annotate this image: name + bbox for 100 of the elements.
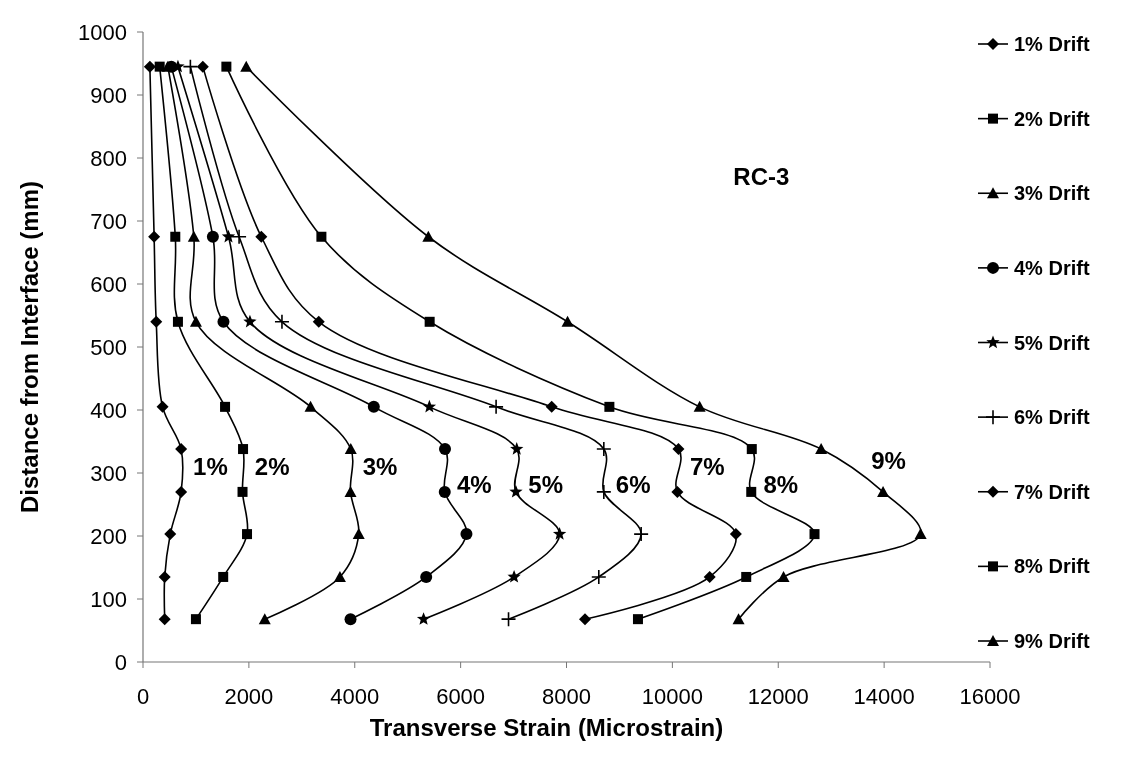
point [746, 486, 757, 497]
point [170, 231, 181, 242]
point [196, 60, 209, 73]
point [509, 484, 523, 498]
point [500, 611, 517, 627]
y-tick-label: 200 [90, 523, 127, 549]
x-tick-label: 8000 [542, 684, 591, 709]
point [143, 60, 156, 73]
point [741, 571, 752, 582]
point [221, 61, 232, 72]
legend-label: 8% Drift [1014, 555, 1090, 578]
legend-label: 7% Drift [1014, 480, 1090, 503]
point [164, 528, 177, 541]
point [416, 612, 431, 625]
point [732, 613, 745, 625]
annotation: RC-3 [733, 163, 790, 191]
y-tick-label: 100 [90, 586, 127, 612]
x-tick-label: 4000 [330, 684, 380, 709]
point [488, 399, 504, 415]
point [671, 485, 684, 498]
point [333, 570, 346, 582]
point [344, 443, 357, 455]
point [604, 401, 615, 412]
point [190, 614, 201, 625]
x-tick-label: 2000 [224, 684, 274, 709]
point [237, 486, 248, 497]
y-tick-label: 0 [114, 649, 127, 675]
annotation: 9% [871, 447, 906, 475]
x-tick-label: 14000 [853, 684, 915, 709]
point [220, 401, 231, 412]
annotation: 7% [689, 452, 725, 480]
annotation: 2% [254, 452, 290, 480]
y-axis-title: Distance from Interface (mm) [16, 180, 43, 514]
point [172, 316, 183, 327]
legend-label: 3% Drift [1014, 182, 1090, 205]
point [304, 400, 317, 412]
point [439, 443, 452, 456]
point [561, 315, 574, 327]
point [243, 314, 257, 328]
point [217, 315, 230, 328]
point [746, 444, 757, 455]
point [438, 485, 451, 498]
point [693, 400, 706, 412]
legend-label: 1% Drift [1014, 33, 1090, 55]
point [420, 570, 433, 583]
annotation: 1% [193, 452, 228, 480]
y-tick-label: 700 [90, 208, 127, 234]
point [175, 443, 188, 456]
point [815, 443, 828, 455]
y-tick-label: 800 [90, 145, 127, 171]
point [552, 527, 567, 540]
x-tick-label: 16000 [959, 684, 1021, 709]
annotation: 3% [362, 452, 398, 480]
point [422, 399, 437, 413]
legend-label: 6% Drift [1014, 406, 1090, 429]
point [312, 315, 325, 328]
point [809, 529, 820, 540]
legend-label: 9% Drift [1014, 630, 1090, 652]
x-tick-label: 6000 [436, 684, 486, 709]
x-axis-title: Transverse Strain (Microstrain) [369, 714, 724, 741]
point [182, 58, 199, 75]
point [579, 613, 592, 626]
x-tick-label: 12000 [747, 684, 809, 709]
point [150, 315, 163, 328]
point [507, 569, 521, 583]
point [274, 314, 290, 330]
legend-label: 5% Drift [1014, 331, 1090, 354]
x-tick-label: 10000 [641, 684, 703, 709]
point [344, 613, 357, 626]
point [154, 61, 165, 72]
annotation: 4% [456, 470, 492, 498]
point [729, 528, 742, 541]
point [238, 444, 249, 455]
point [218, 571, 229, 582]
point [367, 400, 380, 413]
point [914, 528, 927, 540]
y-tick-label: 400 [90, 397, 127, 423]
point [777, 570, 790, 582]
point [703, 570, 716, 583]
point [460, 528, 473, 541]
legend-label: 4% Drift [1014, 256, 1090, 279]
point [510, 442, 524, 455]
point [221, 229, 236, 243]
point [206, 230, 219, 243]
point [158, 570, 171, 583]
point [189, 315, 202, 327]
point [424, 316, 435, 327]
point [596, 441, 612, 457]
y-tick-label: 1000 [78, 19, 127, 45]
y-tick-label: 500 [90, 334, 127, 360]
point [545, 400, 558, 413]
y-tick-label: 600 [90, 271, 127, 297]
point [158, 613, 171, 626]
point [352, 528, 365, 540]
point [148, 230, 161, 243]
point [316, 231, 327, 242]
point [632, 614, 643, 625]
point [877, 485, 890, 497]
y-tick-label: 300 [90, 460, 127, 486]
point [255, 230, 268, 243]
